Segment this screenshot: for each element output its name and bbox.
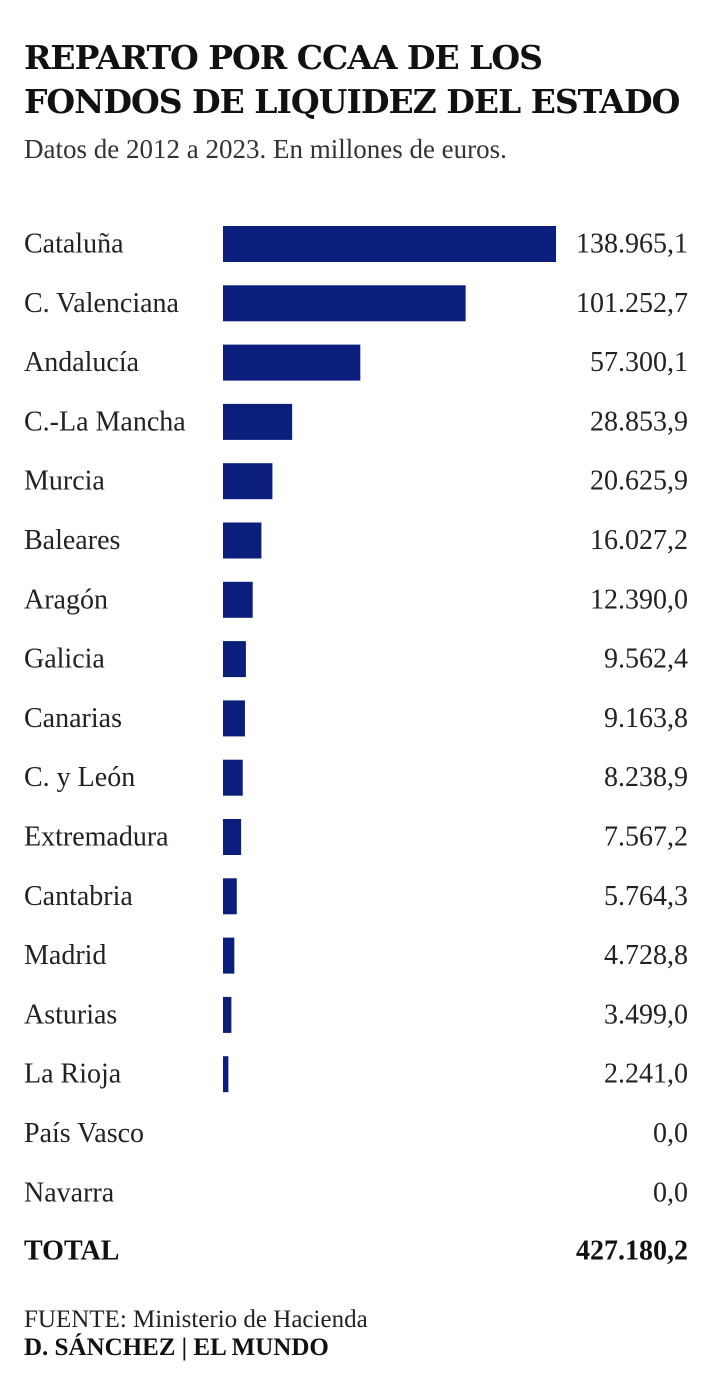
category-label: La Rioja [24, 1059, 122, 1090]
category-label: Baleares [24, 525, 120, 556]
category-label: Extremadura [24, 822, 169, 853]
category-label: Asturias [24, 999, 117, 1030]
bar [223, 285, 466, 322]
value-label: 0,0 [653, 1118, 688, 1149]
category-label: Galicia [24, 644, 105, 675]
value-label: 101.252,7 [576, 288, 688, 319]
bar-chart: Cataluña 138.965,1 C. Valenciana 101.252,7 A… [24, 226, 688, 1267]
bar [223, 759, 243, 796]
bar [223, 344, 361, 381]
value-label: 138.965,1 [576, 229, 688, 260]
value-label: 57.300,1 [590, 347, 688, 378]
bar [223, 878, 237, 915]
category-label: C. y León [24, 762, 135, 793]
total-label: TOTAL [24, 1236, 119, 1267]
category-label: Aragón [24, 584, 108, 615]
value-label: 0,0 [653, 1177, 688, 1208]
value-label: 20.625,9 [590, 466, 688, 497]
value-label: 5.764,3 [604, 881, 688, 912]
total-value: 427.180,2 [576, 1236, 688, 1267]
value-label: 7.567,2 [604, 822, 688, 853]
credit-line: D. SÁNCHEZ | EL MUNDO [24, 1334, 329, 1361]
value-label: 2.241,0 [604, 1059, 688, 1090]
bar [223, 819, 242, 855]
category-label: Murcia [24, 466, 105, 497]
category-label: Cantabria [24, 881, 133, 912]
category-label: C. Valenciana [24, 288, 180, 319]
bar [223, 463, 273, 500]
chart-subtitle: Datos de 2012 a 2023. En millones de eur… [24, 134, 507, 164]
source-note: FUENTE: Ministerio de Hacienda [24, 1306, 368, 1333]
bar [223, 700, 245, 737]
bar [223, 937, 235, 974]
bar [223, 581, 253, 618]
value-label: 28.853,9 [590, 406, 688, 437]
category-label: Navarra [24, 1177, 115, 1208]
value-label: 4.728,8 [604, 940, 688, 971]
category-label: C.-La Mancha [24, 406, 186, 437]
category-label: Andalucía [24, 347, 140, 378]
value-label: 9.163,8 [604, 703, 688, 734]
value-label: 9.562,4 [604, 644, 688, 675]
category-label: Cataluña [24, 229, 124, 260]
value-label: 8.238,9 [604, 762, 688, 793]
value-label: 3.499,0 [604, 999, 688, 1030]
chart-title: REPARTO POR CCAA DE LOS FONDOS DE LIQUID… [24, 38, 680, 121]
bar [223, 1056, 229, 1093]
bar [223, 522, 262, 559]
bar [223, 641, 246, 678]
category-label: Madrid [24, 940, 106, 971]
value-label: 16.027,2 [590, 525, 688, 556]
value-label: 12.390,0 [590, 584, 688, 615]
category-label: Canarias [24, 703, 122, 734]
bar [223, 403, 293, 440]
category-label: País Vasco [24, 1118, 144, 1149]
bar [223, 996, 232, 1033]
bar [223, 226, 556, 262]
